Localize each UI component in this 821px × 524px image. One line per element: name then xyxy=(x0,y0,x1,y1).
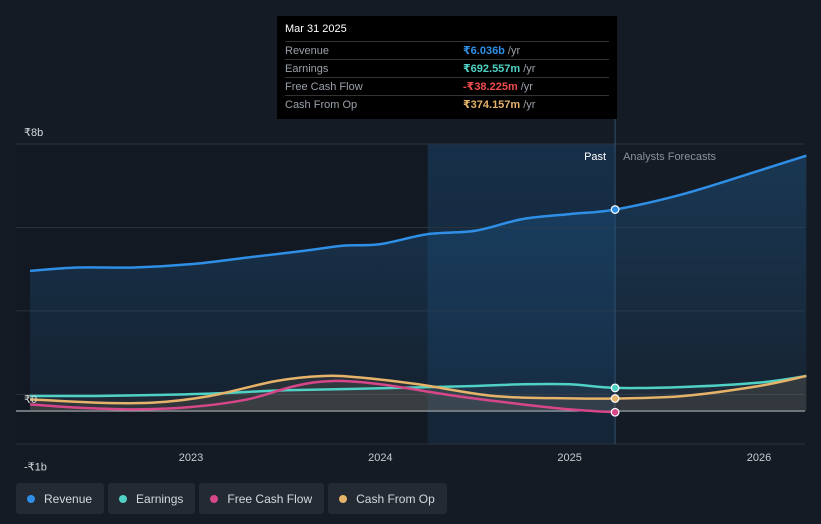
tooltip-row-earnings: Earnings ₹692.557m /yr xyxy=(285,59,609,77)
legend-dot-icon xyxy=(339,494,348,503)
tooltip-unit: /yr xyxy=(523,98,536,111)
x-tick-label: 2026 xyxy=(747,452,771,464)
legend-label: Free Cash Flow xyxy=(227,491,313,506)
tooltip-row-cash-from-op: Cash From Op ₹374.157m /yr xyxy=(285,95,609,113)
series-line-earnings xyxy=(30,374,807,398)
tooltip-label: Free Cash Flow xyxy=(285,80,363,93)
x-tick-label: 2023 xyxy=(179,452,203,464)
series-line-free-cash-flow xyxy=(29,379,616,414)
series-area-revenue xyxy=(30,155,807,411)
series-line-cash-from-op xyxy=(30,374,807,405)
x-tick-label: 2025 xyxy=(557,452,581,464)
legend-label: Cash From Op xyxy=(356,491,435,506)
marker-cash-from-op xyxy=(610,394,620,403)
forecast-label: Analysts Forecasts xyxy=(623,151,716,163)
tooltip-label: Revenue xyxy=(285,44,330,57)
tooltip-unit: /yr xyxy=(520,80,533,93)
legend-item-earnings[interactable]: Earnings xyxy=(108,483,196,514)
legend-item-free-cash-flow[interactable]: Free Cash Flow xyxy=(199,483,325,514)
legend-item-cash-from-op[interactable]: Cash From Op xyxy=(328,483,447,514)
tooltip-row-revenue: Revenue ₹6.036b /yr xyxy=(285,41,609,59)
tooltip-value: ₹374.157m xyxy=(463,99,521,111)
marker-revenue xyxy=(610,205,620,214)
marker-earnings xyxy=(610,383,620,393)
tooltip-unit: /yr xyxy=(523,62,536,75)
y-tick-label: ₹8b xyxy=(24,127,43,139)
legend: Revenue Earnings Free Cash Flow Cash Fro… xyxy=(16,483,447,514)
legend-dot-icon xyxy=(119,494,128,503)
legend-item-revenue[interactable]: Revenue xyxy=(16,483,105,514)
tooltip-value: ₹6.036b xyxy=(463,45,505,57)
y-tick-label: -₹1b xyxy=(24,461,47,473)
tooltip-value: -₹38.225m xyxy=(463,81,518,93)
tooltip-label: Cash From Op xyxy=(285,98,358,111)
series-area-free-cash-flow xyxy=(30,380,616,413)
y-tick-label: ₹0 xyxy=(24,394,37,406)
tooltip-date: Mar 31 2025 xyxy=(285,23,347,35)
legend-label: Revenue xyxy=(44,491,93,506)
tooltip-row-free-cash-flow: Free Cash Flow -₹38.225m /yr xyxy=(285,77,609,95)
tooltip: Mar 31 2025 Revenue ₹6.036b /yr Earnings… xyxy=(277,16,617,119)
marker-free-cash-flow xyxy=(610,407,620,417)
tooltip-unit: /yr xyxy=(507,44,521,57)
series-line-revenue xyxy=(29,154,807,273)
tooltip-label: Earnings xyxy=(285,62,329,75)
legend-dot-icon xyxy=(27,494,35,503)
past-label: Past xyxy=(584,151,606,163)
tooltip-value: ₹692.557m xyxy=(463,63,521,75)
legend-dot-icon xyxy=(210,494,219,503)
x-tick-label: 2024 xyxy=(368,452,392,464)
legend-label: Earnings xyxy=(136,491,184,506)
